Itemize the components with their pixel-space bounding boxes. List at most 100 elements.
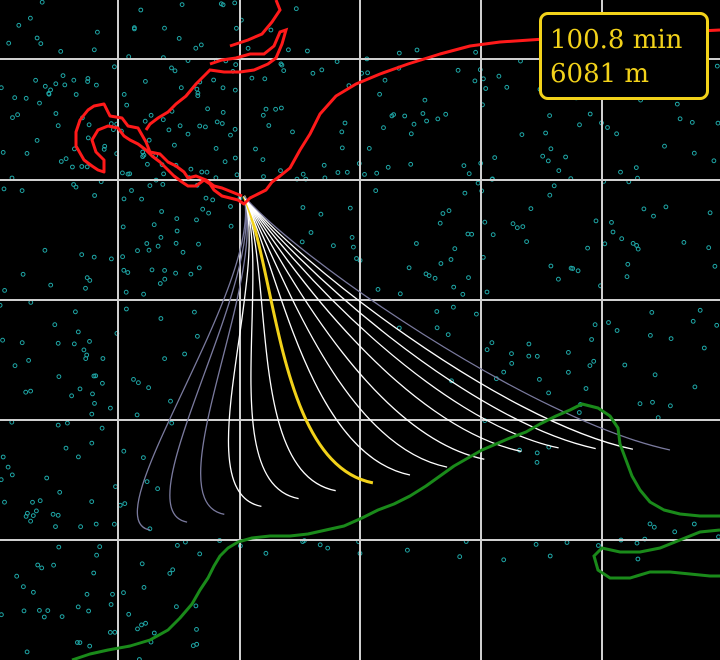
particle — [318, 211, 324, 217]
source-coastline-segment — [144, 27, 289, 131]
particle — [299, 239, 305, 245]
particle — [167, 571, 173, 576]
particle — [519, 132, 525, 138]
particle — [147, 183, 153, 189]
particle — [19, 188, 25, 194]
particle — [707, 210, 713, 216]
particle — [144, 479, 150, 485]
particle — [158, 235, 164, 240]
particle — [83, 285, 88, 291]
particle — [605, 125, 610, 130]
particle — [108, 602, 114, 607]
particle — [434, 309, 440, 314]
particle — [619, 236, 625, 242]
particle — [48, 87, 53, 93]
particle — [233, 62, 239, 67]
particle — [166, 127, 172, 133]
particle — [566, 350, 571, 355]
particle — [649, 310, 655, 315]
particle — [95, 29, 100, 35]
particle — [711, 158, 717, 164]
particle — [514, 225, 520, 231]
particle — [432, 275, 438, 281]
particle — [69, 393, 74, 399]
particle — [641, 206, 647, 212]
particle — [175, 543, 180, 548]
particle — [194, 217, 199, 223]
particle — [139, 622, 144, 628]
particle — [222, 159, 228, 165]
particle — [87, 339, 92, 344]
particle — [524, 239, 529, 245]
particle — [57, 489, 63, 495]
particle — [534, 460, 540, 465]
particle — [331, 243, 336, 249]
particle — [162, 25, 167, 31]
particle — [547, 192, 553, 198]
particle — [446, 208, 452, 214]
particle — [220, 85, 226, 91]
particle — [455, 67, 461, 73]
particle — [286, 47, 291, 53]
particle — [402, 113, 408, 119]
particle — [634, 243, 639, 248]
particle — [39, 565, 45, 571]
particle — [587, 363, 593, 369]
particle — [110, 591, 115, 597]
particle — [377, 91, 383, 97]
particle — [174, 228, 180, 234]
particle — [37, 608, 42, 613]
particle — [20, 271, 26, 277]
particle — [592, 322, 598, 328]
particle — [624, 274, 630, 280]
particle — [266, 123, 272, 128]
particle — [534, 353, 540, 359]
particle — [56, 374, 62, 380]
particle — [501, 369, 507, 375]
particle — [648, 333, 653, 338]
particle — [143, 79, 148, 84]
particle — [75, 640, 80, 645]
particle — [308, 230, 314, 235]
particle — [484, 289, 490, 295]
particle — [213, 146, 219, 151]
particle — [540, 153, 546, 159]
particle — [462, 190, 468, 196]
particle — [633, 165, 639, 171]
particle — [219, 121, 225, 126]
trajectory — [243, 195, 336, 492]
particle — [125, 171, 131, 177]
particle — [121, 92, 127, 97]
particle — [635, 246, 641, 252]
particle — [174, 604, 179, 610]
particle — [84, 275, 90, 281]
particle — [155, 486, 161, 492]
particle — [170, 567, 176, 573]
particle — [317, 542, 323, 548]
particle — [300, 171, 306, 177]
particle — [228, 223, 234, 229]
particle — [120, 170, 125, 176]
particle — [249, 75, 255, 81]
particle — [234, 172, 240, 178]
target-coastline — [71, 402, 720, 660]
particle — [12, 95, 18, 101]
particle — [625, 261, 631, 267]
particle — [199, 169, 205, 175]
particle — [690, 318, 696, 324]
particle — [87, 643, 93, 649]
particle — [482, 219, 488, 225]
particle — [55, 340, 61, 346]
particle — [609, 220, 614, 225]
source-coastline-segment — [229, 0, 282, 48]
particle — [85, 76, 91, 81]
particle — [63, 156, 69, 162]
particle — [548, 146, 554, 152]
particle — [706, 245, 712, 251]
particle — [35, 562, 41, 568]
particle — [490, 232, 496, 238]
particle — [78, 524, 83, 530]
particle — [159, 209, 165, 214]
